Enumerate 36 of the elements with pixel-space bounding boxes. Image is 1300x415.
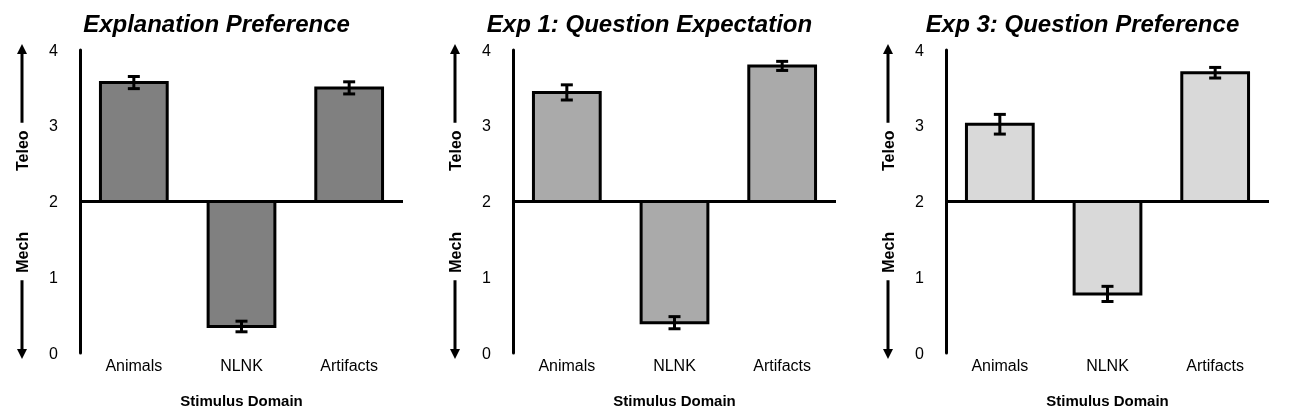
x-axis-title: Stimulus Domain: [613, 392, 736, 409]
text: Teleo: [13, 130, 31, 172]
x-axis-title: Stimulus Domain: [180, 392, 303, 409]
x-tick-label: Animals: [538, 356, 596, 374]
y-tick-label: 0: [915, 344, 925, 362]
chart-title: Explanation Preference: [83, 9, 350, 37]
text: Mech: [13, 231, 31, 273]
y-tick-label: 1: [482, 268, 492, 286]
x-tick-label: NLNK: [653, 356, 697, 374]
x-tick-label: Animals: [105, 356, 163, 374]
x-tick-label: Animals: [971, 356, 1029, 374]
y-tick-label: 4: [49, 41, 59, 59]
y-tick-label: 4: [915, 41, 925, 59]
y-tick-label: 0: [49, 344, 59, 362]
text: Teleo: [446, 130, 464, 172]
x-axis-title: Stimulus Domain: [1046, 392, 1169, 409]
y-tick-label: 0: [482, 344, 492, 362]
y-tick-label: 2: [49, 193, 59, 210]
text: Mech: [446, 231, 464, 273]
chart-title: Exp 3: Question Preference: [925, 9, 1240, 37]
x-tick-label: Artifacts: [1186, 356, 1245, 374]
y-tick-label: 3: [915, 117, 925, 135]
chart-title: Exp 1: Question Expectation: [486, 9, 813, 37]
y-tick-label: 2: [915, 193, 925, 210]
x-tick-label: Artifacts: [320, 356, 379, 374]
x-tick-label: Artifacts: [753, 356, 812, 374]
y-tick-label: 1: [915, 268, 925, 286]
y-tick-label: 3: [49, 117, 59, 135]
text: Teleo: [879, 130, 897, 172]
x-tick-label: NLNK: [1086, 356, 1130, 374]
y-tick-label: 1: [49, 268, 59, 286]
y-tick-label: 2: [482, 193, 492, 210]
y-tick-label: 4: [482, 41, 492, 59]
y-tick-label: 3: [482, 117, 492, 135]
x-tick-label: NLNK: [220, 356, 264, 374]
text: Mech: [879, 231, 897, 273]
